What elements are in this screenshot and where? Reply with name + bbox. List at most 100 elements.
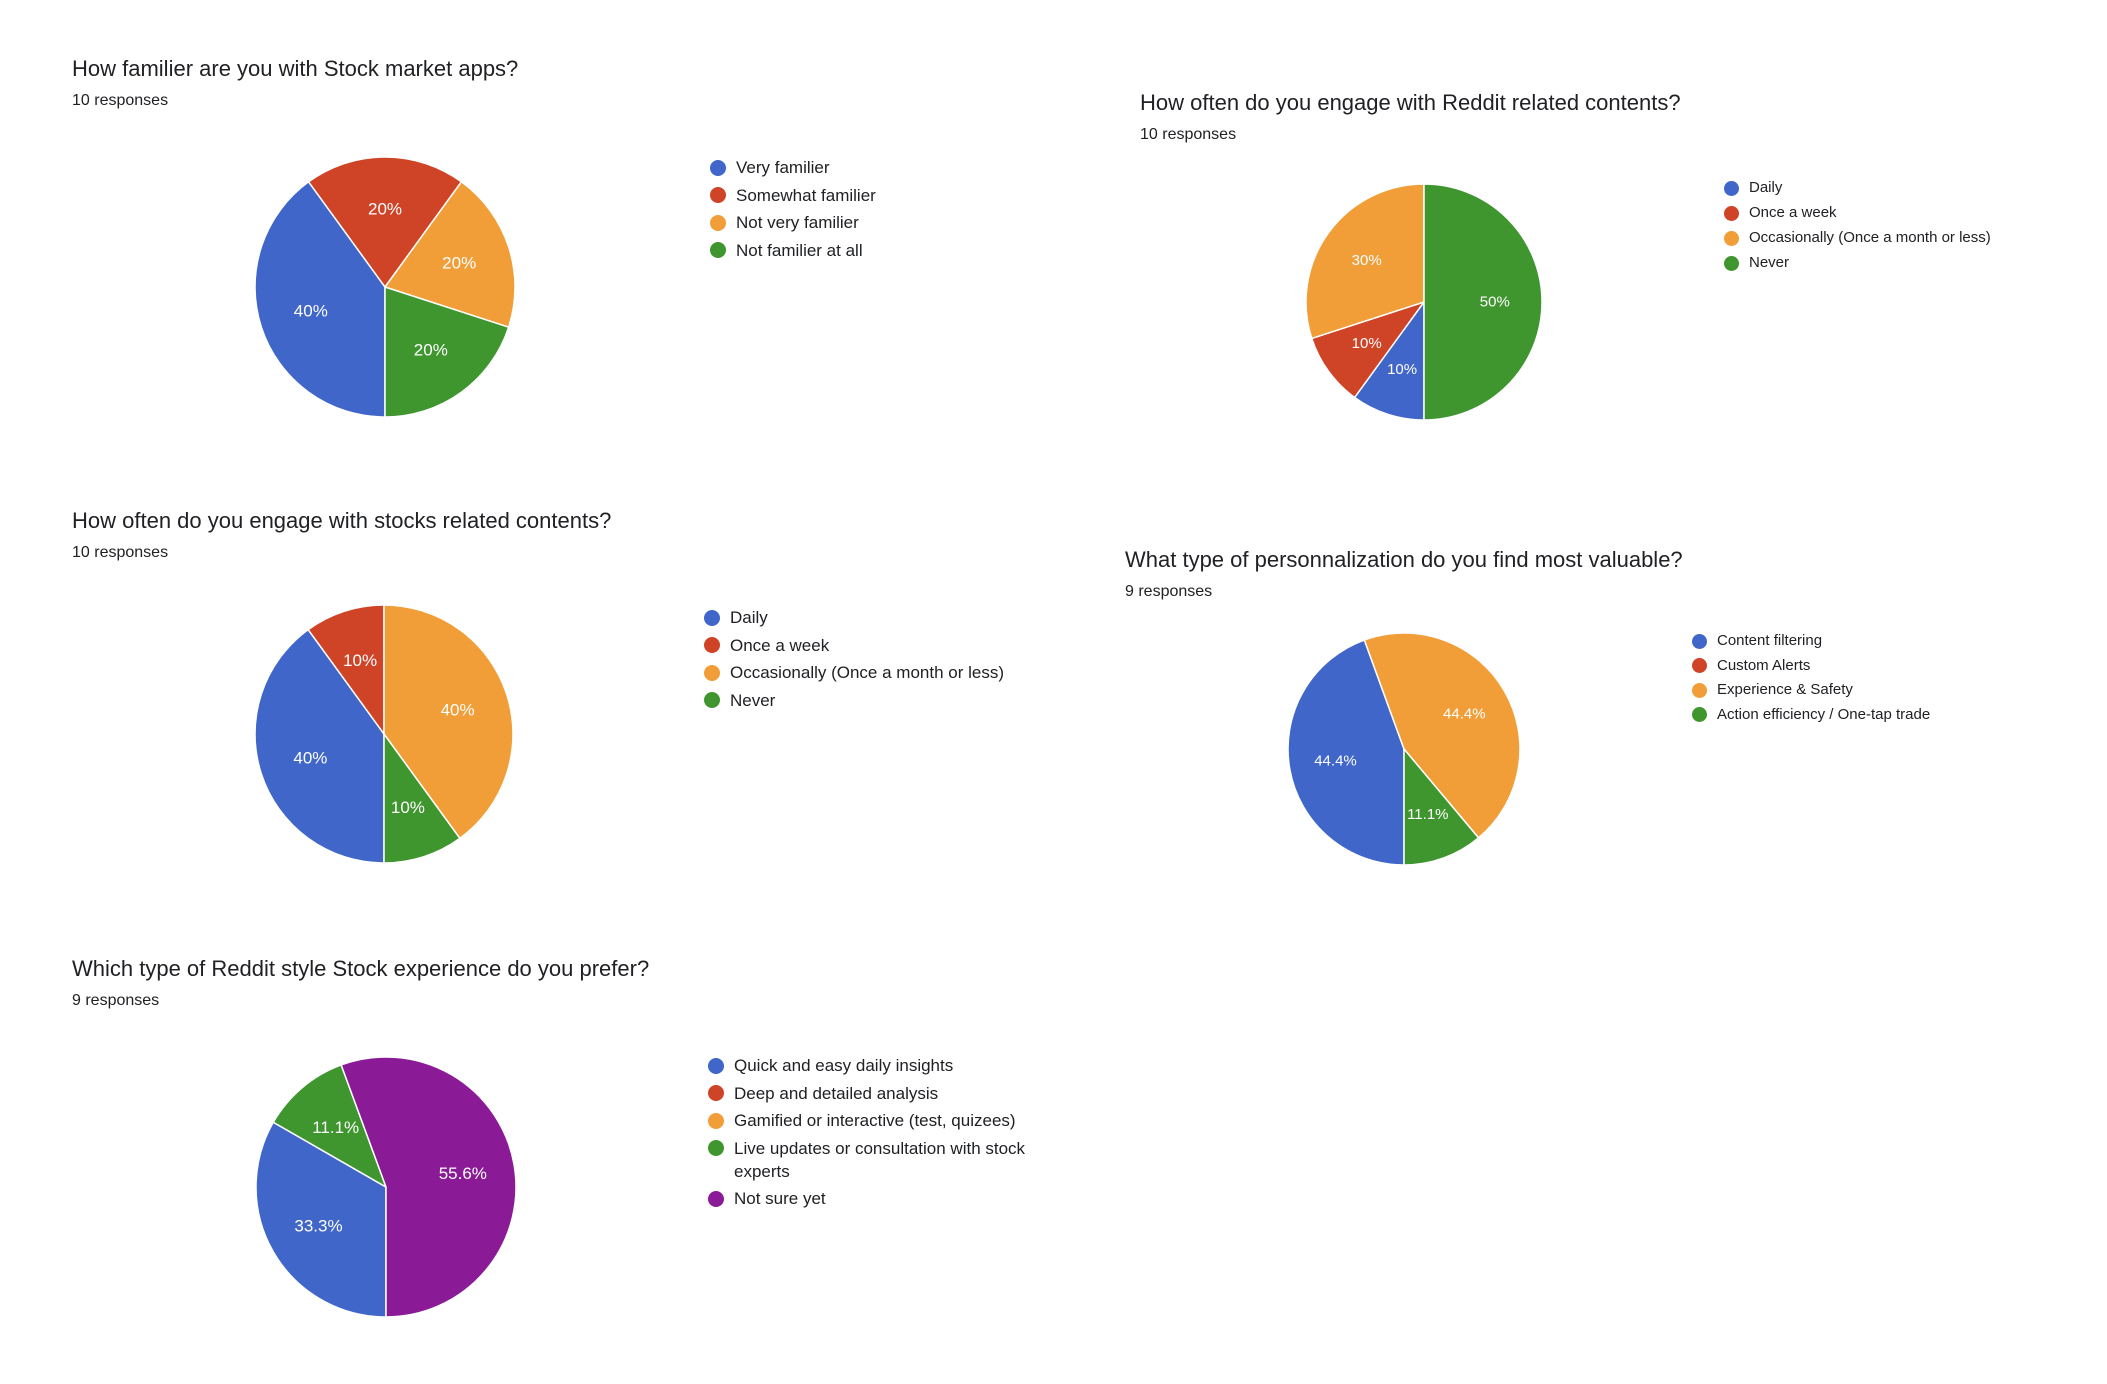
legend-item[interactable]: Once a week	[704, 634, 1044, 657]
chart-title: How often do you engage with Reddit rela…	[1140, 90, 1681, 115]
legend-swatch-icon	[1724, 255, 1739, 271]
slice-value-label: 44.4%	[1443, 706, 1486, 723]
legend-swatch-icon	[708, 1085, 724, 1101]
legend-swatch-icon	[710, 214, 726, 231]
legend-swatch-icon	[704, 637, 720, 653]
slice-value-label: 11.1%	[312, 1118, 359, 1137]
legend-label: Once a week	[730, 635, 830, 655]
legend-item[interactable]: Experience & Safety	[1692, 680, 2022, 700]
legend-item[interactable]: Occasionally (Once a month or less)	[704, 661, 1044, 684]
pie-slice[interactable]	[1311, 301, 1425, 399]
pie-slice[interactable]	[384, 181, 516, 328]
legend-swatch-icon	[708, 1112, 724, 1129]
slice-value-label: 33.3%	[294, 1217, 342, 1236]
legend-item[interactable]: Gamified or interactive (test, quizees)	[708, 1109, 1028, 1132]
legend-label: Not very familier	[736, 213, 859, 232]
pie-chart: 44.4% 44.4% 11.1%	[1287, 632, 1521, 866]
slice-value-label: 44.4%	[1314, 753, 1357, 770]
legend-item[interactable]: Custom Alerts	[1692, 656, 2022, 676]
chart-legend: Content filtering Custom Alerts Experience…	[1692, 631, 2022, 729]
legend-swatch-icon	[704, 609, 720, 626]
legend-item[interactable]: Action efficiency / One-tap trade	[1692, 705, 2022, 725]
response-count: 10 responses	[72, 92, 169, 109]
legend-item[interactable]: Daily	[1724, 178, 2054, 198]
pie-slice[interactable]	[1305, 183, 1425, 340]
chart-legend: Daily Once a week Occasionally (Once a mon…	[704, 606, 1044, 716]
legend-label: Daily	[1749, 179, 1783, 196]
legend-label: Occasionally (Once a month or less)	[1749, 229, 1991, 246]
pie-slice[interactable]	[383, 604, 514, 840]
response-count: 9 responses	[1125, 583, 1213, 600]
legend-label: Content filtering	[1717, 632, 1823, 649]
response-count: 10 responses	[72, 544, 169, 561]
legend-item[interactable]: Deep and detailed analysis	[708, 1082, 1028, 1105]
legend-swatch-icon	[1724, 180, 1739, 196]
legend-label: Experience & Safety	[1717, 681, 1853, 698]
legend-item[interactable]: Not sure yet	[708, 1187, 1028, 1210]
legend-item[interactable]: Never	[1724, 253, 2054, 273]
legend-item[interactable]: Once a week	[1724, 203, 2054, 223]
legend-item[interactable]: Somewhat familier	[710, 184, 970, 207]
legend-item[interactable]: Not very familier	[710, 211, 970, 234]
slice-value-label: 20%	[368, 200, 402, 219]
legend-swatch-icon	[708, 1140, 724, 1156]
legend-swatch-icon	[710, 242, 726, 258]
legend-swatch-icon	[704, 664, 720, 681]
chart-title: How often do you engage with stocks rela…	[72, 508, 612, 533]
pie-slice[interactable]	[340, 1056, 517, 1318]
response-count: 10 responses	[1140, 126, 1237, 143]
pie-chart: 10% 10% 30% 50%	[1305, 183, 1543, 421]
pie-slice[interactable]	[383, 733, 461, 864]
slice-value-label: 55.6%	[439, 1164, 487, 1183]
legend-item[interactable]: Content filtering	[1692, 631, 2022, 651]
slice-value-label: 40%	[293, 748, 327, 767]
pie-slice[interactable]	[1287, 639, 1405, 866]
legend-item[interactable]: Daily	[704, 606, 1044, 629]
pie-slice[interactable]	[1403, 748, 1480, 866]
legend-label: Never	[1749, 254, 1790, 271]
pie-slice[interactable]	[255, 1121, 387, 1318]
pie-slice[interactable]	[1353, 301, 1425, 421]
legend-label: Quick and easy daily insights	[734, 1056, 954, 1075]
legend-label: Somewhat familier	[736, 185, 876, 205]
legend-item[interactable]: Occasionally (Once a month or less)	[1724, 228, 2054, 248]
legend-label: Occasionally (Once a month or less)	[730, 663, 1004, 682]
legend-label: Deep and detailed analysis	[734, 1083, 939, 1103]
slice-value-label: 10%	[1387, 361, 1417, 378]
legend-label: Not sure yet	[734, 1189, 826, 1208]
legend-item[interactable]: Never	[704, 689, 1044, 712]
pie-chart: 40% 10% 40% 10%	[254, 604, 514, 864]
legend-swatch-icon	[1692, 707, 1707, 722]
slice-value-label: 10%	[391, 798, 425, 817]
legend-label: Custom Alerts	[1717, 656, 1811, 674]
slice-value-label: 40%	[441, 701, 475, 720]
legend-swatch-icon	[710, 187, 726, 203]
pie-slice[interactable]	[1423, 183, 1543, 421]
legend-swatch-icon	[710, 159, 726, 176]
legend-swatch-icon	[1692, 633, 1707, 649]
legend-swatch-icon	[1724, 230, 1739, 246]
pie-slice[interactable]	[254, 628, 385, 864]
legend-item[interactable]: Very familier	[710, 156, 970, 179]
legend-swatch-icon	[704, 692, 720, 708]
pie-slice[interactable]	[307, 604, 385, 735]
legend-swatch-icon	[1692, 658, 1707, 673]
pie-slice[interactable]	[1363, 632, 1521, 839]
pie-slice[interactable]	[254, 181, 386, 418]
slice-value-label: 30%	[1352, 252, 1382, 269]
pie-slice[interactable]	[307, 156, 463, 288]
legend-label: Gamified or interactive (test, quizees)	[734, 1111, 1016, 1130]
chart-legend: Quick and easy daily insights Deep and de…	[708, 1054, 1028, 1215]
pie-chart: 33.3% 11.1% 55.6%	[255, 1056, 517, 1318]
legend-label: Action efficiency / One-tap trade	[1717, 705, 1931, 723]
slice-value-label: 11.1%	[1407, 806, 1448, 823]
pie-slice[interactable]	[384, 286, 510, 418]
chart-title: What type of personnalization do you fin…	[1125, 547, 1683, 572]
pie-slice[interactable]	[272, 1064, 387, 1188]
legend-item[interactable]: Quick and easy daily insights	[708, 1054, 1028, 1077]
chart-legend: Daily Once a week Occasionally (Once a mon…	[1724, 178, 2054, 278]
legend-label: Not familier at all	[736, 240, 863, 260]
legend-item[interactable]: Not familier at all	[710, 239, 970, 262]
chart-legend: Very familier Somewhat familier Not very f…	[710, 156, 970, 266]
legend-item[interactable]: Live updates or consultation with stock …	[708, 1137, 1028, 1183]
